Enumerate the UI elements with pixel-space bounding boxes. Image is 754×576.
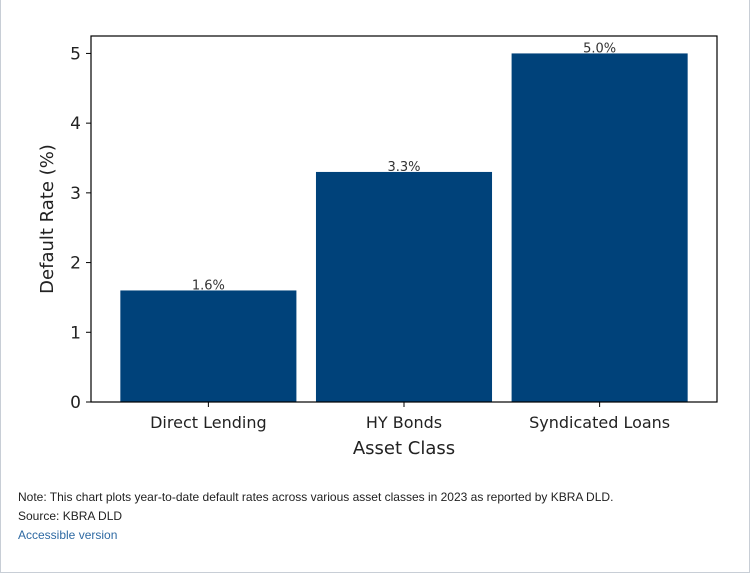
bar-direct-lending [120,290,297,402]
x-axis-label: Asset Class [353,438,455,459]
y-tick-label: 4 [70,114,81,134]
bar-syndicated-loans [511,53,688,403]
data-label: 1.6% [192,278,225,293]
bar-chart: 1.6% Direct Lending 3.3% HY Bonds 5.0% Syndic… [37,35,718,459]
y-tick-label: 3 [70,184,81,204]
x-tick-label: Direct Lending [150,413,267,432]
x-tick-label: Syndicated Loans [529,413,670,432]
y-tick-label: 5 [70,44,81,64]
chart-notes: Note: This chart plots year-to-date defa… [18,488,613,545]
data-label: 5.0% [583,41,616,56]
y-tick-label: 1 [70,323,81,343]
accessible-version-link[interactable]: Accessible version [18,528,118,542]
bar-hy-bonds [315,171,493,402]
note-text: Note: This chart plots year-to-date defa… [18,490,614,504]
y-tick-label: 2 [70,254,81,274]
y-axis-label: Default Rate (%) [37,144,58,294]
data-label: 3.3% [387,160,420,175]
source-text: Source: KBRA DLD [18,509,123,523]
y-tick-label: 0 [70,393,81,413]
plot-frame [90,35,718,403]
x-tick-label: HY Bonds [366,413,442,432]
